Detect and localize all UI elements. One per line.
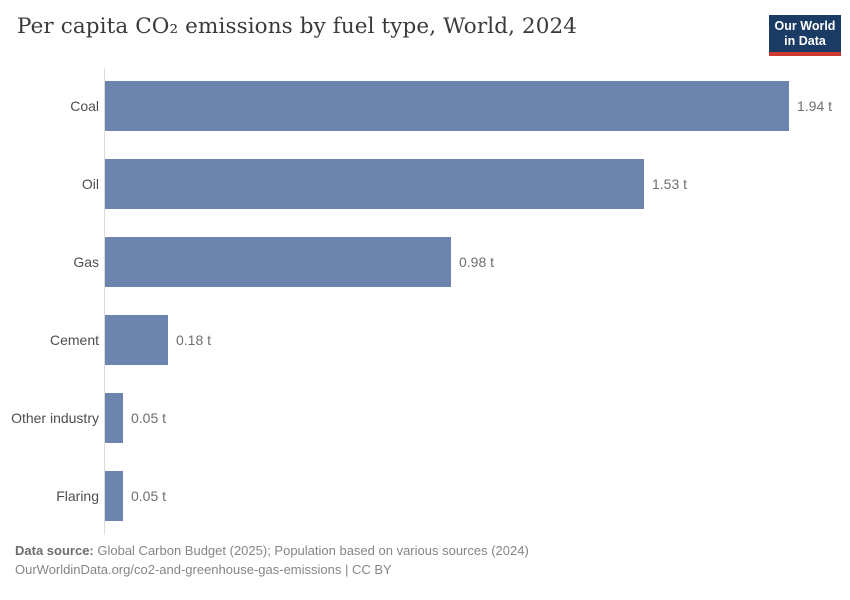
bar-row: Cement 0.18 t [0, 315, 850, 365]
category-label: Coal [70, 98, 99, 114]
bar-row: Flaring 0.05 t [0, 471, 850, 521]
chart-footer: Data source: Global Carbon Budget (2025)… [15, 541, 529, 579]
bar-row: Other industry 0.05 t [0, 393, 850, 443]
bar[interactable] [105, 393, 123, 443]
bar[interactable] [105, 159, 644, 209]
category-label: Other industry [11, 410, 99, 426]
owid-logo-line2: in Data [784, 34, 826, 48]
category-label: Flaring [56, 488, 99, 504]
license-link-line[interactable]: OurWorldinData.org/co2-and-greenhouse-ga… [15, 562, 392, 577]
category-label: Cement [49, 332, 99, 348]
bar-row: Coal 1.94 t [0, 81, 850, 131]
value-label: 1.94 t [797, 98, 833, 114]
data-source-text: Global Carbon Budget (2025); Population … [93, 543, 529, 558]
data-source-label: Data source: [15, 543, 94, 558]
bar[interactable] [105, 81, 789, 131]
value-label: 0.98 t [459, 254, 495, 270]
value-label: 1.53 t [652, 176, 688, 192]
y-axis-line [104, 68, 105, 535]
bar[interactable] [105, 315, 168, 365]
bar[interactable] [105, 471, 123, 521]
owid-logo-line1: Our World [774, 19, 836, 33]
bar-row: Gas 0.98 t [0, 237, 850, 287]
bar[interactable] [105, 237, 451, 287]
owid-logo[interactable]: Our World in Data [769, 15, 841, 56]
data-source-line: Data source: Global Carbon Budget (2025)… [15, 541, 529, 560]
value-label: 0.05 t [131, 488, 167, 504]
value-label: 0.18 t [176, 332, 212, 348]
chart-title: Per capita CO₂ emissions by fuel type, W… [17, 14, 578, 39]
bar-row: Oil 1.53 t [0, 159, 850, 209]
category-label: Gas [73, 254, 99, 270]
category-label: Oil [81, 176, 99, 192]
value-label: 0.05 t [131, 410, 167, 426]
